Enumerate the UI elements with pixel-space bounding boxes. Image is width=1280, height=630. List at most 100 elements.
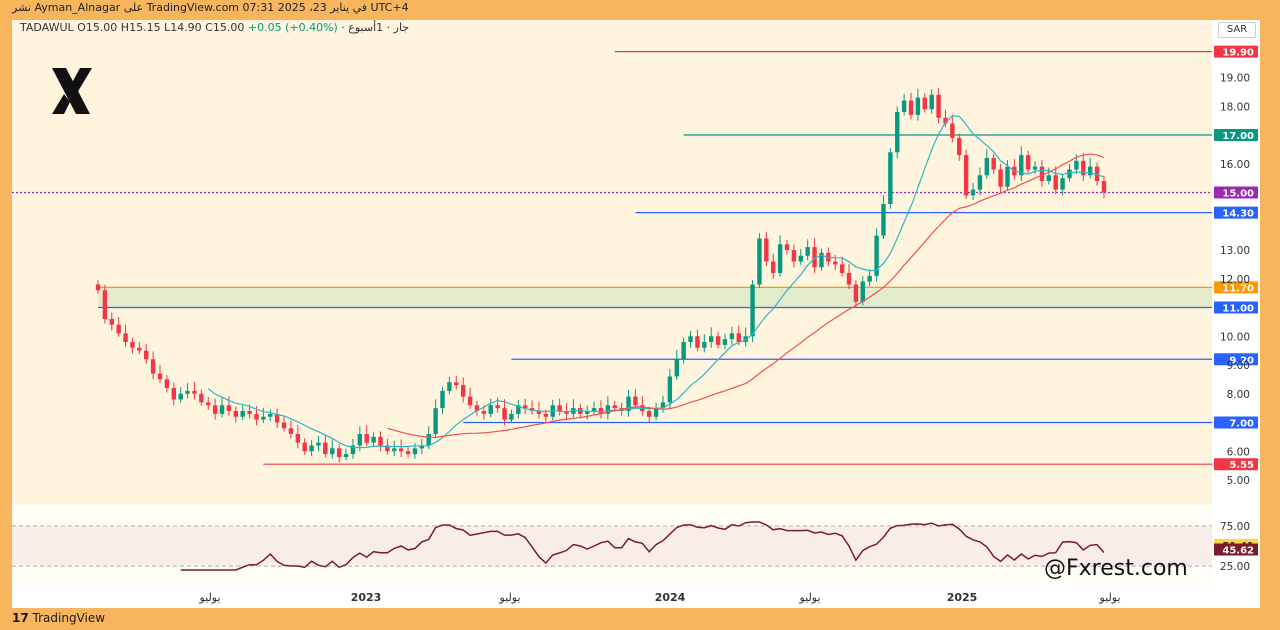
candle-body [295, 434, 301, 443]
candle-body [743, 336, 748, 342]
candle-body [123, 333, 128, 342]
x-tick-label: يوليو [498, 591, 520, 604]
tradingview-label: TradingView [32, 611, 106, 625]
level-label: 7.00 [1229, 419, 1254, 430]
candle-body [757, 238, 762, 285]
candle-body [950, 123, 955, 138]
candle-body [653, 408, 659, 417]
x-tick-label: يوليو [1098, 591, 1120, 604]
candle-body [888, 152, 893, 204]
candle-body [447, 382, 452, 391]
x-logo-icon [52, 68, 92, 114]
candle-body [247, 411, 252, 414]
candle-body [991, 158, 996, 170]
level-tag [1214, 186, 1258, 199]
currency-button[interactable]: SAR [1218, 22, 1256, 38]
y-tick-label: 19.00 [1220, 73, 1250, 85]
candle-body [206, 402, 211, 406]
candle-body [1005, 166, 1010, 187]
y-tick-label: 5.00 [1227, 475, 1250, 487]
candle-body [261, 416, 266, 420]
candle-body [460, 385, 466, 397]
candle-body [309, 445, 314, 452]
y-tick-label: 16.00 [1220, 159, 1250, 171]
tradingview-footer: 17 TradingView [12, 611, 105, 625]
candle-body [378, 436, 383, 446]
candle-body [695, 336, 700, 348]
level-label: 11.00 [1222, 304, 1254, 315]
level-tag [1214, 281, 1258, 294]
candle-body [867, 275, 872, 282]
candle-body [433, 408, 438, 434]
candle-body [846, 273, 852, 285]
candle-body [150, 359, 156, 374]
candle-body [254, 413, 259, 420]
time-axis[interactable] [12, 586, 1212, 608]
level-tag [1214, 45, 1258, 58]
candle-body [509, 413, 514, 420]
level-tag [1214, 301, 1258, 314]
ma-fast-line [207, 115, 1105, 449]
x-tick-label: 2024 [655, 591, 686, 604]
candle-body [612, 405, 617, 409]
level-label: 5.55 [1229, 460, 1254, 471]
level-tag [1214, 458, 1258, 471]
candle-body [144, 350, 149, 360]
ohlc-values: O15.00 H15.15 L14.90 C15.00 [77, 21, 245, 34]
candle-body [467, 396, 473, 406]
level-label: 15.00 [1222, 189, 1254, 200]
y-tick-label: 10.00 [1220, 331, 1250, 343]
candle-body [984, 158, 990, 176]
candle-body [771, 261, 776, 273]
candle-body [109, 319, 114, 325]
candle-body [516, 405, 521, 414]
level-tag [1214, 129, 1258, 141]
x-tick-label: يوليو [198, 591, 220, 604]
price-pane[interactable] [12, 20, 1212, 505]
candle-body [502, 408, 507, 420]
candle-body [543, 413, 549, 417]
candle-body [970, 189, 976, 196]
candle-body [736, 333, 741, 342]
x-tick-label: يوليو [798, 591, 820, 604]
candle-body [819, 252, 824, 268]
candle-body [936, 94, 941, 118]
candle-body [626, 396, 631, 411]
price-axis[interactable] [1212, 20, 1260, 608]
candle-body [805, 247, 810, 256]
candle-body [812, 247, 817, 268]
candle-body [240, 411, 245, 417]
candle-body [908, 100, 914, 115]
candle-body [557, 405, 562, 411]
candle-body [192, 390, 197, 394]
candle-body [591, 408, 597, 411]
candle-body [316, 442, 321, 446]
candle-body [330, 448, 335, 455]
candle-body [998, 169, 1003, 187]
symbol-name: جار · 1أسبوع · TADAWUL [20, 21, 410, 34]
candle-body [364, 434, 369, 443]
candle-body [137, 347, 142, 351]
candle-body [977, 175, 983, 190]
candle-body [1025, 155, 1031, 170]
candle-body [212, 405, 218, 414]
supply-zone [98, 287, 1212, 308]
level-label: 17.00 [1222, 131, 1254, 142]
tradingview-logo-icon: 17 [12, 611, 29, 625]
candle-body [392, 448, 397, 452]
candle-body [405, 451, 411, 455]
candle-body [1101, 181, 1107, 193]
candle-body [915, 97, 921, 115]
candle-body [1081, 160, 1086, 176]
candle-body [495, 405, 500, 409]
x-tick-label: 2025 [947, 591, 978, 604]
candle-body [709, 336, 714, 342]
candle-body [798, 255, 803, 262]
candle-body [1039, 166, 1045, 181]
candle-body [860, 281, 865, 302]
candle-body [784, 244, 790, 250]
candle-body [164, 379, 170, 388]
level-label: 11.70 [1222, 283, 1254, 294]
candle-body [219, 405, 225, 414]
